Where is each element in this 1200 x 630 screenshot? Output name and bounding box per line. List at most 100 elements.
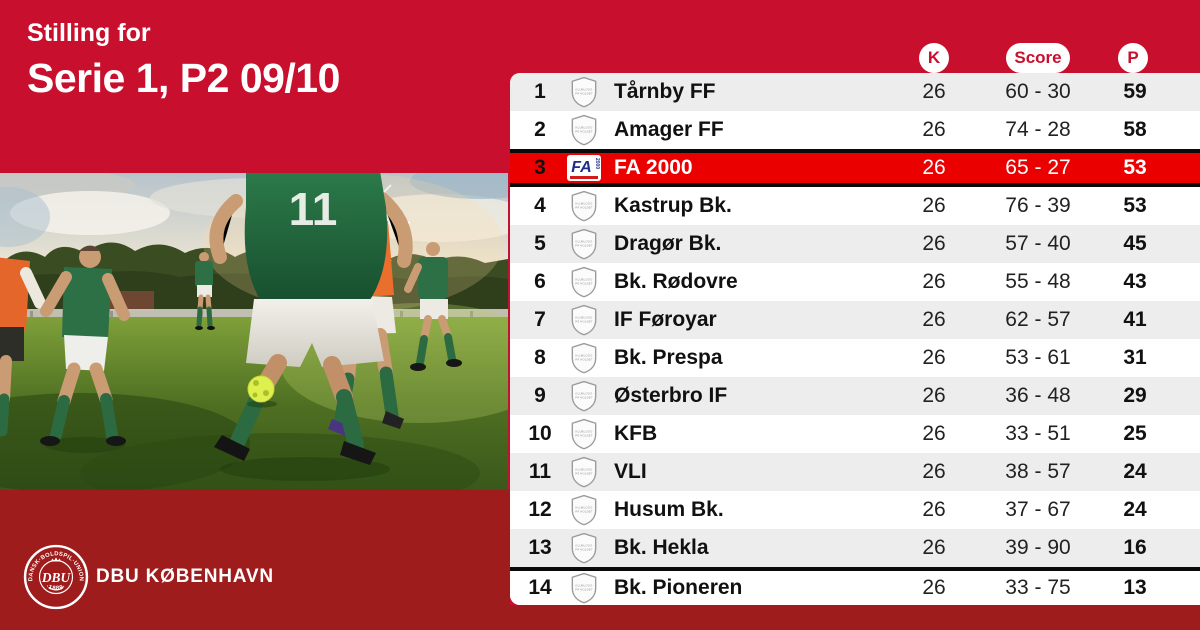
svg-text:·1889·: ·1889·	[45, 583, 67, 592]
team-name: Bk. Prespa	[614, 346, 723, 369]
club-shield-text: KLUBLOGO	[576, 468, 594, 472]
club-shield-icon: KLUBLOGO PÅ HOLDET	[571, 494, 597, 526]
club-shield-text: PÅ HOLDET	[575, 508, 593, 513]
matches-played-cell: 26	[922, 576, 946, 599]
crest-cell: KLUBLOGO PÅ HOLDET	[566, 532, 602, 564]
club-shield-text: PÅ HOLDET	[575, 470, 593, 475]
team-name: KFB	[614, 422, 658, 445]
matches-played-cell: 26	[922, 156, 946, 179]
team-name: Østerbro IF	[614, 384, 728, 407]
team-name: FA 2000	[614, 156, 693, 179]
points-cell: 31	[1123, 346, 1147, 369]
club-shield-text: KLUBLOGO	[576, 544, 594, 548]
points-cell: 53	[1123, 156, 1147, 179]
position-cell: 10	[528, 422, 552, 445]
column-header-p: P	[1118, 43, 1148, 73]
matches-played-cell: 26	[922, 232, 946, 255]
club-shield-icon: KLUBLOGO PÅ HOLDET	[571, 190, 597, 222]
points-cell: 25	[1123, 422, 1147, 445]
crest-cell: KLUBLOGO PÅ HOLDET	[566, 494, 602, 526]
position-cell: 3	[534, 156, 546, 179]
matches-played-cell: 26	[922, 498, 946, 521]
club-shield-icon: KLUBLOGO PÅ HOLDET	[571, 266, 597, 298]
club-shield-text: KLUBLOGO	[576, 354, 594, 358]
goals-cell: 57 - 40	[1005, 232, 1071, 255]
position-cell: 1	[534, 80, 546, 103]
club-shield-icon: KLUBLOGO PÅ HOLDET	[571, 114, 597, 146]
club-shield-icon: KLUBLOGO PÅ HOLDET	[571, 380, 597, 412]
club-shield-text: KLUBLOGO	[576, 430, 594, 434]
table-row: 13 KLUBLOGO PÅ HOLDET Bk. Hekla 26 39 - 90…	[510, 529, 1200, 567]
matches-played-cell: 26	[922, 194, 946, 217]
club-shield-text: PÅ HOLDET	[575, 432, 593, 437]
goals-cell: 53 - 61	[1005, 346, 1071, 369]
position-cell: 4	[534, 194, 546, 217]
matches-played-cell: 26	[922, 118, 946, 141]
matches-played-cell: 26	[922, 346, 946, 369]
position-cell: 6	[534, 270, 546, 293]
points-cell: 58	[1123, 118, 1147, 141]
seal-crown-icon	[50, 557, 62, 562]
fa2000-year: 2000	[594, 158, 600, 170]
matches-played-cell: 26	[922, 460, 946, 483]
club-shield-icon: KLUBLOGO PÅ HOLDET	[571, 532, 597, 564]
crest-cell: KLUBLOGO PÅ HOLDET	[566, 190, 602, 222]
matches-played-cell: 26	[922, 308, 946, 331]
club-shield-text: KLUBLOGO	[576, 392, 594, 396]
position-cell: 11	[528, 460, 552, 483]
club-shield-icon: KLUBLOGO PÅ HOLDET	[571, 418, 597, 450]
position-cell: 14	[528, 576, 552, 599]
club-shield-text: PÅ HOLDET	[575, 128, 593, 133]
club-shield-text: PÅ HOLDET	[575, 394, 593, 399]
fa2000-logo: FA 2000	[567, 155, 601, 181]
crest-cell: FA 2000	[566, 155, 602, 181]
player-far-left	[0, 257, 46, 437]
seal-year-text: ·1889·	[45, 583, 66, 592]
team-name: Husum Bk.	[614, 498, 724, 521]
team-name: Kastrup Bk.	[614, 194, 732, 217]
crest-cell: KLUBLOGO PÅ HOLDET	[566, 418, 602, 450]
table-row: 6 KLUBLOGO PÅ HOLDET Bk. Rødovre 26 55 - 4…	[510, 263, 1200, 301]
points-cell: 43	[1123, 270, 1147, 293]
standings-table: 1 KLUBLOGO PÅ HOLDET Tårnby FF 26 60 - 30 5…	[510, 73, 1200, 605]
player-distant	[195, 252, 215, 330]
club-shield-text: PÅ HOLDET	[575, 546, 593, 551]
table-row: 11 KLUBLOGO PÅ HOLDET VLI 26 38 - 57 24	[510, 453, 1200, 491]
table-row: 3 FA 2000 FA 2000 26 65 - 27 53	[510, 149, 1200, 187]
points-cell: 45	[1123, 232, 1147, 255]
points-cell: 16	[1123, 536, 1147, 559]
club-shield-text: KLUBLOGO	[576, 126, 594, 130]
table-row: 8 KLUBLOGO PÅ HOLDET Bk. Prespa 26 53 - 61…	[510, 339, 1200, 377]
crest-cell: KLUBLOGO PÅ HOLDET	[566, 76, 602, 108]
crest-cell: KLUBLOGO PÅ HOLDET	[566, 380, 602, 412]
club-shield-text: KLUBLOGO	[576, 278, 594, 282]
player-right	[404, 242, 462, 371]
goals-cell: 62 - 57	[1005, 308, 1071, 331]
team-name: Dragør Bk.	[614, 232, 722, 255]
points-cell: 13	[1123, 576, 1147, 599]
points-cell: 24	[1123, 498, 1147, 521]
matches-played-cell: 26	[922, 536, 946, 559]
table-row: 7 KLUBLOGO PÅ HOLDET IF Føroyar 26 62 - 57…	[510, 301, 1200, 339]
match-photo: 11	[0, 173, 508, 490]
brand-wordmark: DBU KØBENHAVN	[96, 566, 274, 587]
football-icon	[247, 375, 277, 408]
position-cell: 8	[534, 346, 546, 369]
player-main: 11	[209, 173, 413, 481]
table-row: 4 KLUBLOGO PÅ HOLDET Kastrup Bk. 26 76 - 3…	[510, 187, 1200, 225]
team-name: Bk. Hekla	[614, 536, 709, 559]
table-row: 9 KLUBLOGO PÅ HOLDET Østerbro IF 26 36 - 4…	[510, 377, 1200, 415]
position-cell: 5	[534, 232, 546, 255]
matches-played-cell: 26	[922, 270, 946, 293]
column-header-score: Score	[1006, 43, 1070, 73]
club-shield-text: KLUBLOGO	[576, 88, 594, 92]
bottom-left-band	[0, 490, 510, 630]
club-shield-icon: KLUBLOGO PÅ HOLDET	[571, 456, 597, 488]
team-name: Tårnby FF	[614, 80, 716, 103]
club-shield-icon: KLUBLOGO PÅ HOLDET	[571, 304, 597, 336]
club-shield-text: PÅ HOLDET	[575, 318, 593, 323]
goals-cell: 38 - 57	[1005, 460, 1071, 483]
team-name: IF Føroyar	[614, 308, 717, 331]
jersey-number: 11	[289, 183, 338, 235]
player-left	[40, 245, 130, 453]
